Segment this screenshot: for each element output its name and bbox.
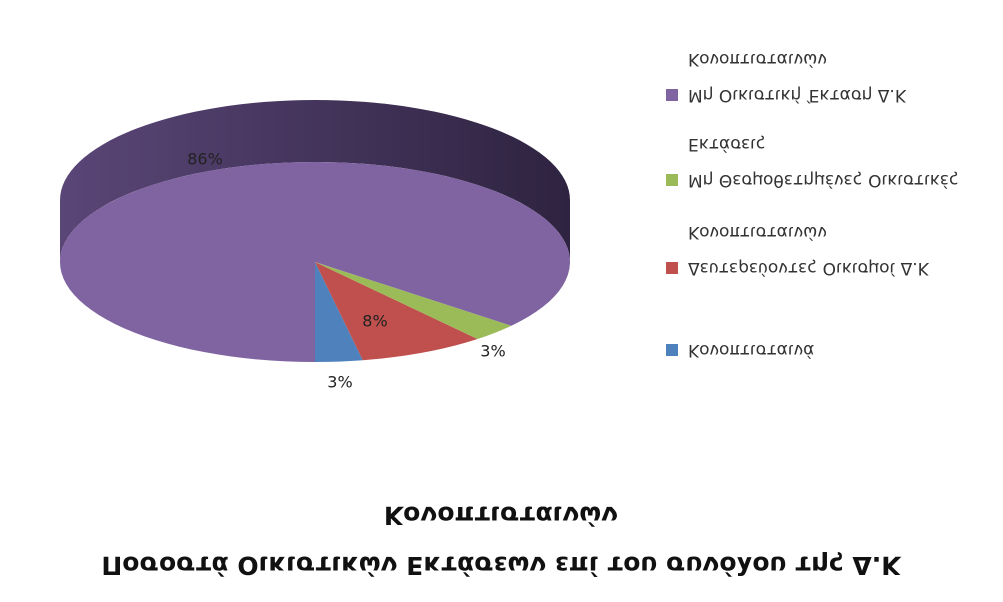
pie-slice xyxy=(315,262,363,362)
legend-label-box: Δευτερεύοντες Οικισμοί Δ.Κ Κονοπτισταινώ… xyxy=(688,222,929,278)
pie-slice xyxy=(315,262,478,361)
legend-label: Δευτερεύοντες Οικισμοί Δ.Κ Κονοπτισταινώ… xyxy=(688,222,929,278)
legend-swatch xyxy=(666,174,678,186)
legend-label-box: Μη Θεσμοθετημένες Οικιστικές Εκτάσεις xyxy=(688,134,959,190)
chart-body: Ποσοστά Οικιστικών Εκτάσεων επί του συνό… xyxy=(60,49,959,580)
slice-label: 3% xyxy=(327,373,352,392)
legend-label: Μη Θεσμοθετημένες Οικιστικές Εκτάσεις xyxy=(688,134,959,190)
legend-swatch xyxy=(666,89,678,101)
slice-label: 8% xyxy=(362,312,387,331)
pie-slice xyxy=(315,262,512,340)
legend-label: Κονοπτισταινά xyxy=(688,340,815,360)
legend-label-box: Κονοπτισταινά xyxy=(688,340,815,360)
slice-label: 86% xyxy=(187,150,223,169)
slice-label: 3% xyxy=(480,342,505,361)
legend-swatch xyxy=(666,344,678,356)
legend-label: Μη Οικιστική Έκταση Δ.Κ Κονοπτισταινών xyxy=(688,49,906,105)
pie-slice xyxy=(60,162,571,362)
legend-swatch xyxy=(666,262,678,274)
pie-side xyxy=(60,100,570,262)
legend-label-box: Μη Οικιστική Έκταση Δ.Κ Κονοπτισταινών xyxy=(688,49,906,105)
chart-title-box: Ποσοστά Οικιστικών Εκτάσεων επί του συνό… xyxy=(101,501,901,580)
chart-title: Ποσοστά Οικιστικών Εκτάσεων επί του συνό… xyxy=(101,501,901,580)
